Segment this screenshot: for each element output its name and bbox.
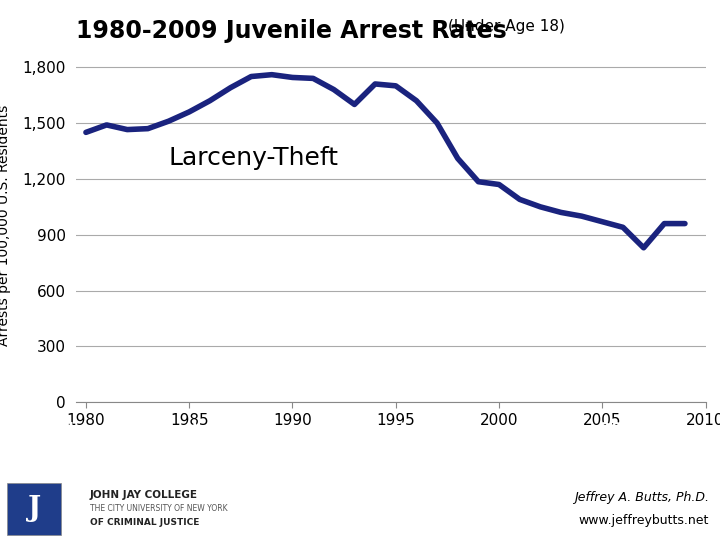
Text: J: J <box>27 496 41 523</box>
Text: Jeffrey A. Butts, Ph.D.: Jeffrey A. Butts, Ph.D. <box>575 491 709 504</box>
Text: www.jeffreybutts.net: www.jeffreybutts.net <box>579 514 709 526</box>
Text: 1980-2009 Juvenile Arrest Rates: 1980-2009 Juvenile Arrest Rates <box>76 19 506 43</box>
Text: Juvenile arrest rates for larceny-theft began to grow after 2006,
but were relat: Juvenile arrest rates for larceny-theft … <box>68 422 652 458</box>
Y-axis label: Arrests per 100,000 U.S. Residents: Arrests per 100,000 U.S. Residents <box>0 105 12 346</box>
Text: THE CITY UNIVERSITY OF NEW YORK: THE CITY UNIVERSITY OF NEW YORK <box>90 504 228 514</box>
Text: JOHN JAY COLLEGE: JOHN JAY COLLEGE <box>90 490 198 500</box>
Text: OF CRIMINAL JUSTICE: OF CRIMINAL JUSTICE <box>90 518 199 527</box>
Bar <box>7 483 61 535</box>
Text: Larceny-Theft: Larceny-Theft <box>168 146 338 171</box>
Text: (Under Age 18): (Under Age 18) <box>448 19 564 34</box>
